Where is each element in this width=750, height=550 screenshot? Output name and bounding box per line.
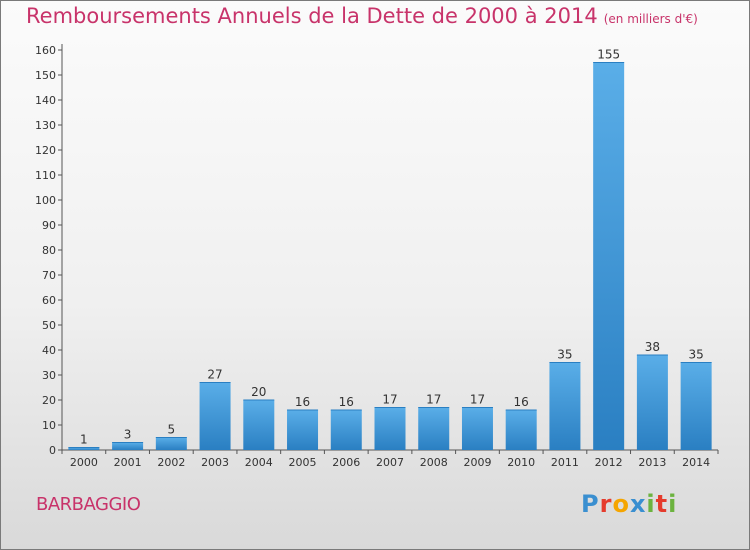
bar-value-label: 3 xyxy=(124,428,132,442)
bar-value-label: 27 xyxy=(207,368,222,382)
y-tick-label: 160 xyxy=(35,44,56,57)
y-tick-label: 0 xyxy=(49,444,56,457)
bar-value-label: 16 xyxy=(514,395,529,409)
x-tick-label: 2012 xyxy=(595,456,623,469)
x-tick-label: 2006 xyxy=(332,456,360,469)
y-tick-label: 120 xyxy=(35,144,56,157)
x-tick-label: 2010 xyxy=(507,456,535,469)
logo-letter: r xyxy=(599,490,613,518)
x-tick-label: 2008 xyxy=(420,456,448,469)
bar xyxy=(680,362,712,450)
x-tick-label: 2014 xyxy=(682,456,710,469)
chart-title-text: Remboursements Annuels de la Dette de 20… xyxy=(26,4,598,28)
proxiti-logo[interactable]: Proxiti xyxy=(581,490,677,518)
chart-title: Remboursements Annuels de la Dette de 20… xyxy=(26,4,698,28)
x-tick-label: 2011 xyxy=(551,456,579,469)
logo-letter: i xyxy=(668,490,678,518)
bar xyxy=(505,410,537,450)
bar-value-label: 5 xyxy=(168,423,176,437)
y-tick-label: 30 xyxy=(42,369,56,382)
bar-value-label: 17 xyxy=(382,393,397,407)
y-tick-label: 130 xyxy=(35,119,56,132)
bar-value-label: 17 xyxy=(470,393,485,407)
y-tick-label: 60 xyxy=(42,294,56,307)
bar xyxy=(112,442,144,450)
bar xyxy=(593,62,625,450)
logo-letter: t xyxy=(655,490,669,518)
y-tick-label: 10 xyxy=(42,419,56,432)
y-tick-label: 70 xyxy=(42,269,56,282)
bar-value-label: 35 xyxy=(557,348,572,362)
y-tick-label: 50 xyxy=(42,319,56,332)
logo-letter: i xyxy=(646,490,656,518)
logo-letter: o xyxy=(612,490,630,518)
x-tick-label: 2005 xyxy=(289,456,317,469)
x-tick-label: 2002 xyxy=(157,456,185,469)
bar xyxy=(549,362,581,450)
bar xyxy=(287,410,319,450)
x-tick-label: 2000 xyxy=(70,456,98,469)
bar xyxy=(418,407,450,450)
bar xyxy=(636,355,668,450)
bar-value-label: 1 xyxy=(80,433,88,447)
x-tick-label: 2003 xyxy=(201,456,229,469)
commune-name: BARBAGGIO xyxy=(36,494,141,515)
bar xyxy=(243,400,275,450)
chart-unit: (en milliers d'€) xyxy=(603,12,698,26)
x-tick-label: 2009 xyxy=(463,456,491,469)
bar-value-label: 38 xyxy=(645,340,660,354)
bar-value-label: 17 xyxy=(426,393,441,407)
y-tick-label: 80 xyxy=(42,244,56,257)
bar xyxy=(199,382,231,450)
bar-value-label: 20 xyxy=(251,385,266,399)
bar-value-label: 16 xyxy=(295,395,310,409)
bar xyxy=(68,447,100,450)
bar-value-label: 155 xyxy=(597,48,620,62)
bar xyxy=(330,410,362,450)
y-tick-label: 100 xyxy=(35,194,56,207)
y-tick-label: 140 xyxy=(35,94,56,107)
bar-value-label: 35 xyxy=(688,348,703,362)
x-tick-label: 2007 xyxy=(376,456,404,469)
y-tick-label: 40 xyxy=(42,344,56,357)
x-tick-label: 2013 xyxy=(638,456,666,469)
bar xyxy=(374,407,406,450)
y-tick-label: 90 xyxy=(42,219,56,232)
bar xyxy=(155,437,187,450)
y-tick-label: 20 xyxy=(42,394,56,407)
y-tick-label: 110 xyxy=(35,169,56,182)
y-tick-label: 150 xyxy=(35,69,56,82)
bar xyxy=(461,407,493,450)
bar-value-label: 16 xyxy=(339,395,354,409)
logo-letter: x xyxy=(629,490,647,518)
logo-letter: P xyxy=(581,490,600,518)
x-tick-label: 2004 xyxy=(245,456,273,469)
x-tick-label: 2001 xyxy=(114,456,142,469)
